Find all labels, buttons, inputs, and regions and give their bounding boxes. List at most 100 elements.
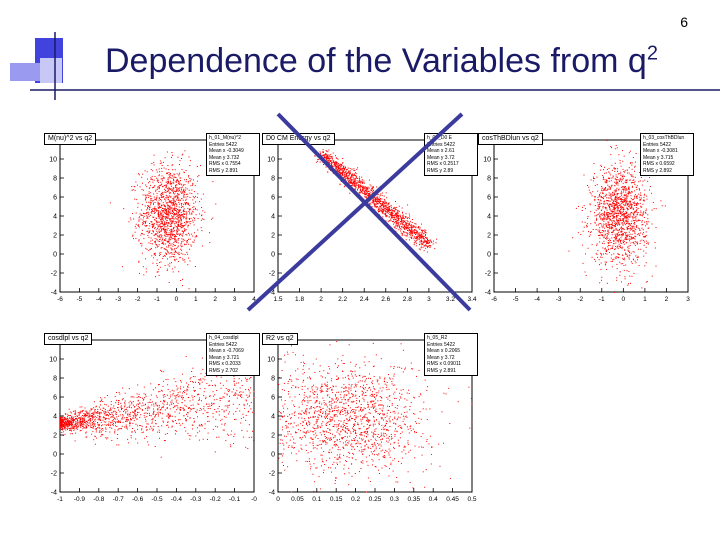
scatter-point [185,170,187,171]
scatter-point [370,195,371,197]
scatter-point [379,210,381,212]
scatter-point [400,232,402,234]
scatter-point [80,430,82,431]
scatter-point [607,233,609,235]
scatter-point [596,243,598,245]
scatter-point [95,418,97,420]
scatter-point [596,219,598,220]
scatter-point [586,223,588,225]
x-tick-label: -6 [491,296,497,303]
scatter-point [180,248,182,250]
scatter-point [623,219,625,221]
scatter-point [323,164,324,166]
scatter-point [399,226,400,228]
scatter-point [355,187,357,189]
scatter-point [634,194,636,196]
scatter-point [367,198,369,200]
scatter-point [628,258,630,260]
scatter-point [597,224,599,226]
scatter-point [635,205,637,206]
scatter-point [616,233,618,235]
scatter-point [609,224,611,225]
scatter-point [134,225,136,227]
scatter-point [187,180,189,182]
scatter-point [154,234,156,236]
scatter-point [108,415,109,417]
scatter-point [187,389,189,391]
scatter-point [603,223,605,225]
scatter-point [608,216,609,217]
scatter-point [582,230,584,232]
scatter-point [594,199,596,200]
scatter-point [183,189,185,191]
scatter-point [315,161,317,163]
scatter-point [632,175,634,177]
scatter-point [161,222,163,224]
scatter-point [612,230,614,232]
scatter-point [584,271,586,273]
scatter-point [602,178,604,180]
scatter-point [605,214,607,216]
scatter-point [161,247,163,248]
scatter-point [428,244,430,246]
scatter-point [198,397,200,399]
scatter-point [371,190,372,192]
scatter-point [200,219,202,221]
scatter-point [621,199,623,200]
scatter-point [620,242,622,244]
scatter-point [333,170,335,172]
scatter-point [180,207,182,208]
scatter-point [371,201,373,203]
scatter-point [171,190,173,192]
scatter-point [167,179,169,180]
scatter-point [169,212,171,214]
scatter-point [607,200,609,201]
scatter-point [361,180,363,182]
scatter-point [423,235,425,237]
scatter-point [145,271,147,273]
scatter-point [171,243,173,245]
scatter-point [606,232,608,234]
scatter-point [620,240,621,242]
scatter-point [421,237,423,239]
scatter-point [172,233,174,235]
scatter-point [157,212,159,214]
scatter-point [155,240,156,242]
scatter-point [599,227,601,229]
scatter-point [611,199,613,201]
scatter-point [382,209,384,211]
scatter-point [349,178,351,180]
scatter-point [173,180,175,182]
scatter-point [187,386,189,388]
scatter-point [177,200,179,201]
scatter-point [388,211,390,213]
scatter-point [150,394,152,396]
scatter-point [611,222,613,224]
scatter-point [420,242,422,244]
scatter-points [568,140,666,293]
scatter-point [601,213,603,214]
scatter-point [402,216,404,218]
scatter-point [152,211,154,212]
scatter-panel-2: -4-20246810121.51.822.22.42.62.833.23.4 … [254,130,482,308]
scatter-point [139,424,141,426]
scatter-point [147,423,149,425]
scatter-point [99,427,101,429]
scatter-point [95,412,97,414]
scatter-point [175,241,177,243]
scatter-point [633,182,635,184]
scatter-point [183,184,185,186]
scatter-point [221,418,223,420]
scatter-point [606,250,608,251]
scatter-point [180,222,182,224]
scatter-point [628,216,630,218]
scatter-point [610,193,612,195]
scatter-point [627,223,629,225]
scatter-point [620,192,622,194]
scatter-point [181,249,183,251]
scatter-point [163,239,165,241]
scatter-point [344,167,346,169]
scatter-point [395,215,397,216]
scatter-point [628,190,630,192]
scatter-point [607,224,609,226]
